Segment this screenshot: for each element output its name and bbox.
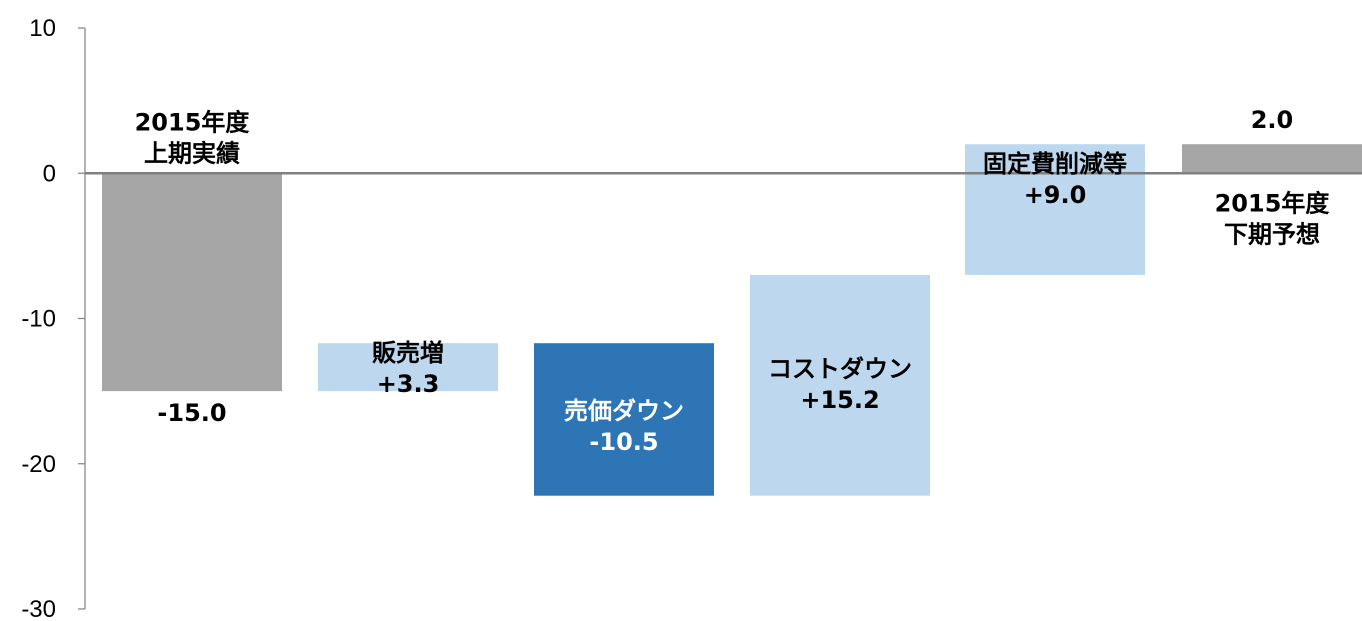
- bars: [85, 144, 1362, 496]
- y-tick-label: 10: [29, 15, 56, 42]
- bar-5: [965, 144, 1145, 275]
- bar-4: [750, 274, 930, 496]
- y-tick-label: -10: [21, 306, 56, 333]
- bar-1-name-label: 2015年度: [135, 108, 251, 136]
- y-tick-label: -30: [21, 596, 56, 621]
- bar-6-name-label: 2015年度: [1215, 189, 1331, 217]
- bar-2-value-label: +3.3: [377, 370, 440, 398]
- bar-3-value-label: -10.5: [589, 428, 658, 456]
- bar-1-name-label: 上期実績: [144, 139, 240, 167]
- bar-2: [318, 343, 498, 392]
- labels: 2015年度上期実績-15.0販売増+3.3売価ダウン-10.5コストダウン+1…: [135, 106, 1331, 456]
- bar-1-value-label: -15.0: [157, 399, 226, 427]
- bar-3: [534, 343, 714, 496]
- bar-6-name-label: 下期予想: [1224, 220, 1320, 248]
- axes: 10 0 -10 -20 -30: [21, 15, 86, 621]
- bar-4-value-label: +15.2: [800, 386, 879, 414]
- y-tick-label: -20: [21, 451, 56, 478]
- bar-5-value-label: +9.0: [1024, 181, 1087, 209]
- bar-6: [1182, 144, 1362, 174]
- bar-4-name-label: コストダウン: [768, 355, 912, 383]
- bar-3-name-label: 売価ダウン: [564, 397, 684, 425]
- y-tick-label: 0: [43, 160, 56, 187]
- bar-6-value-label: 2.0: [1251, 106, 1294, 134]
- bar-1: [102, 173, 282, 392]
- bar-2-name-label: 販売増: [372, 339, 444, 367]
- bar-5-name-label: 固定費削減等: [983, 150, 1127, 178]
